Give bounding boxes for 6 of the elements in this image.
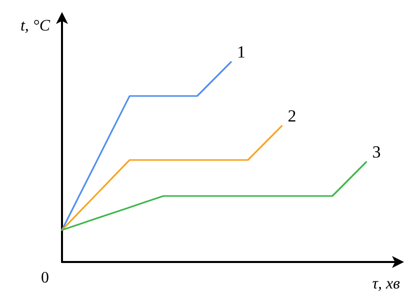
x-axis-title: τ, хв bbox=[372, 276, 400, 292]
series-label: 3 bbox=[372, 142, 381, 162]
series-label: 2 bbox=[288, 106, 296, 126]
text: 0 bbox=[41, 270, 49, 286]
series-label: 1 bbox=[237, 42, 246, 62]
y-axis-title: t, °C bbox=[20, 18, 50, 34]
